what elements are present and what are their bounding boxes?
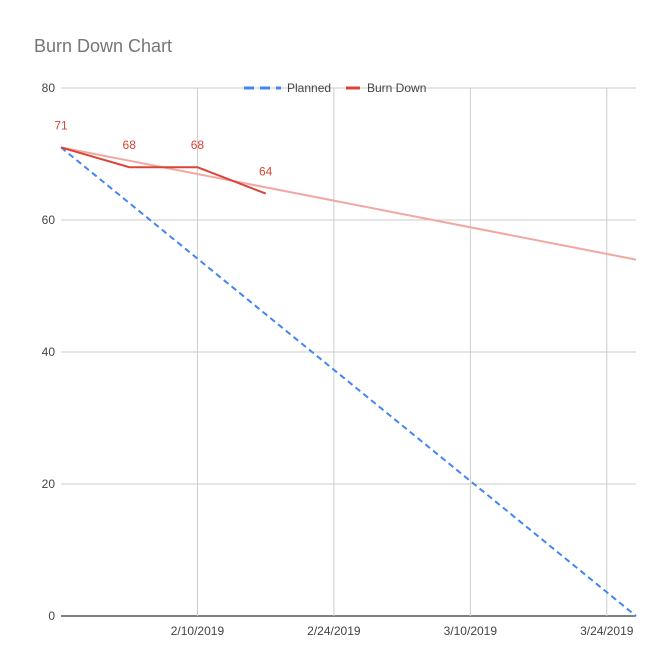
planned-series-line <box>60 146 637 617</box>
y-tick-label: 60 <box>42 213 56 227</box>
x-tick-label: 3/24/2019 <box>580 624 634 638</box>
x-tick-label: 2/24/2019 <box>307 624 361 638</box>
chart-title: Burn Down Chart <box>34 36 172 56</box>
y-tick-label: 80 <box>42 81 56 95</box>
data-label: 64 <box>259 165 273 179</box>
data-label: 68 <box>191 138 205 152</box>
data-label: 68 <box>123 138 137 152</box>
x-tick-label: 3/10/2019 <box>444 624 498 638</box>
burn-down-series-line <box>60 146 267 195</box>
y-tick-label: 20 <box>42 477 56 491</box>
series-layer <box>60 146 637 617</box>
x-tick-label: 2/10/2019 <box>171 624 225 638</box>
burn-down-trendline <box>60 146 637 261</box>
legend-label: Burn Down <box>367 81 426 95</box>
legend-label: Planned <box>287 81 331 95</box>
data-label: 71 <box>54 118 68 132</box>
data-label-layer: 71 68 68 64 <box>54 118 272 178</box>
y-tick-label: 0 <box>48 609 55 623</box>
axis-layer: 0 20 40 60 80 2/10/2019 2/24/2019 3/10/2019 3/24… <box>42 81 634 638</box>
y-tick-label: 40 <box>42 345 56 359</box>
legend: Planned Burn Down <box>244 81 426 95</box>
